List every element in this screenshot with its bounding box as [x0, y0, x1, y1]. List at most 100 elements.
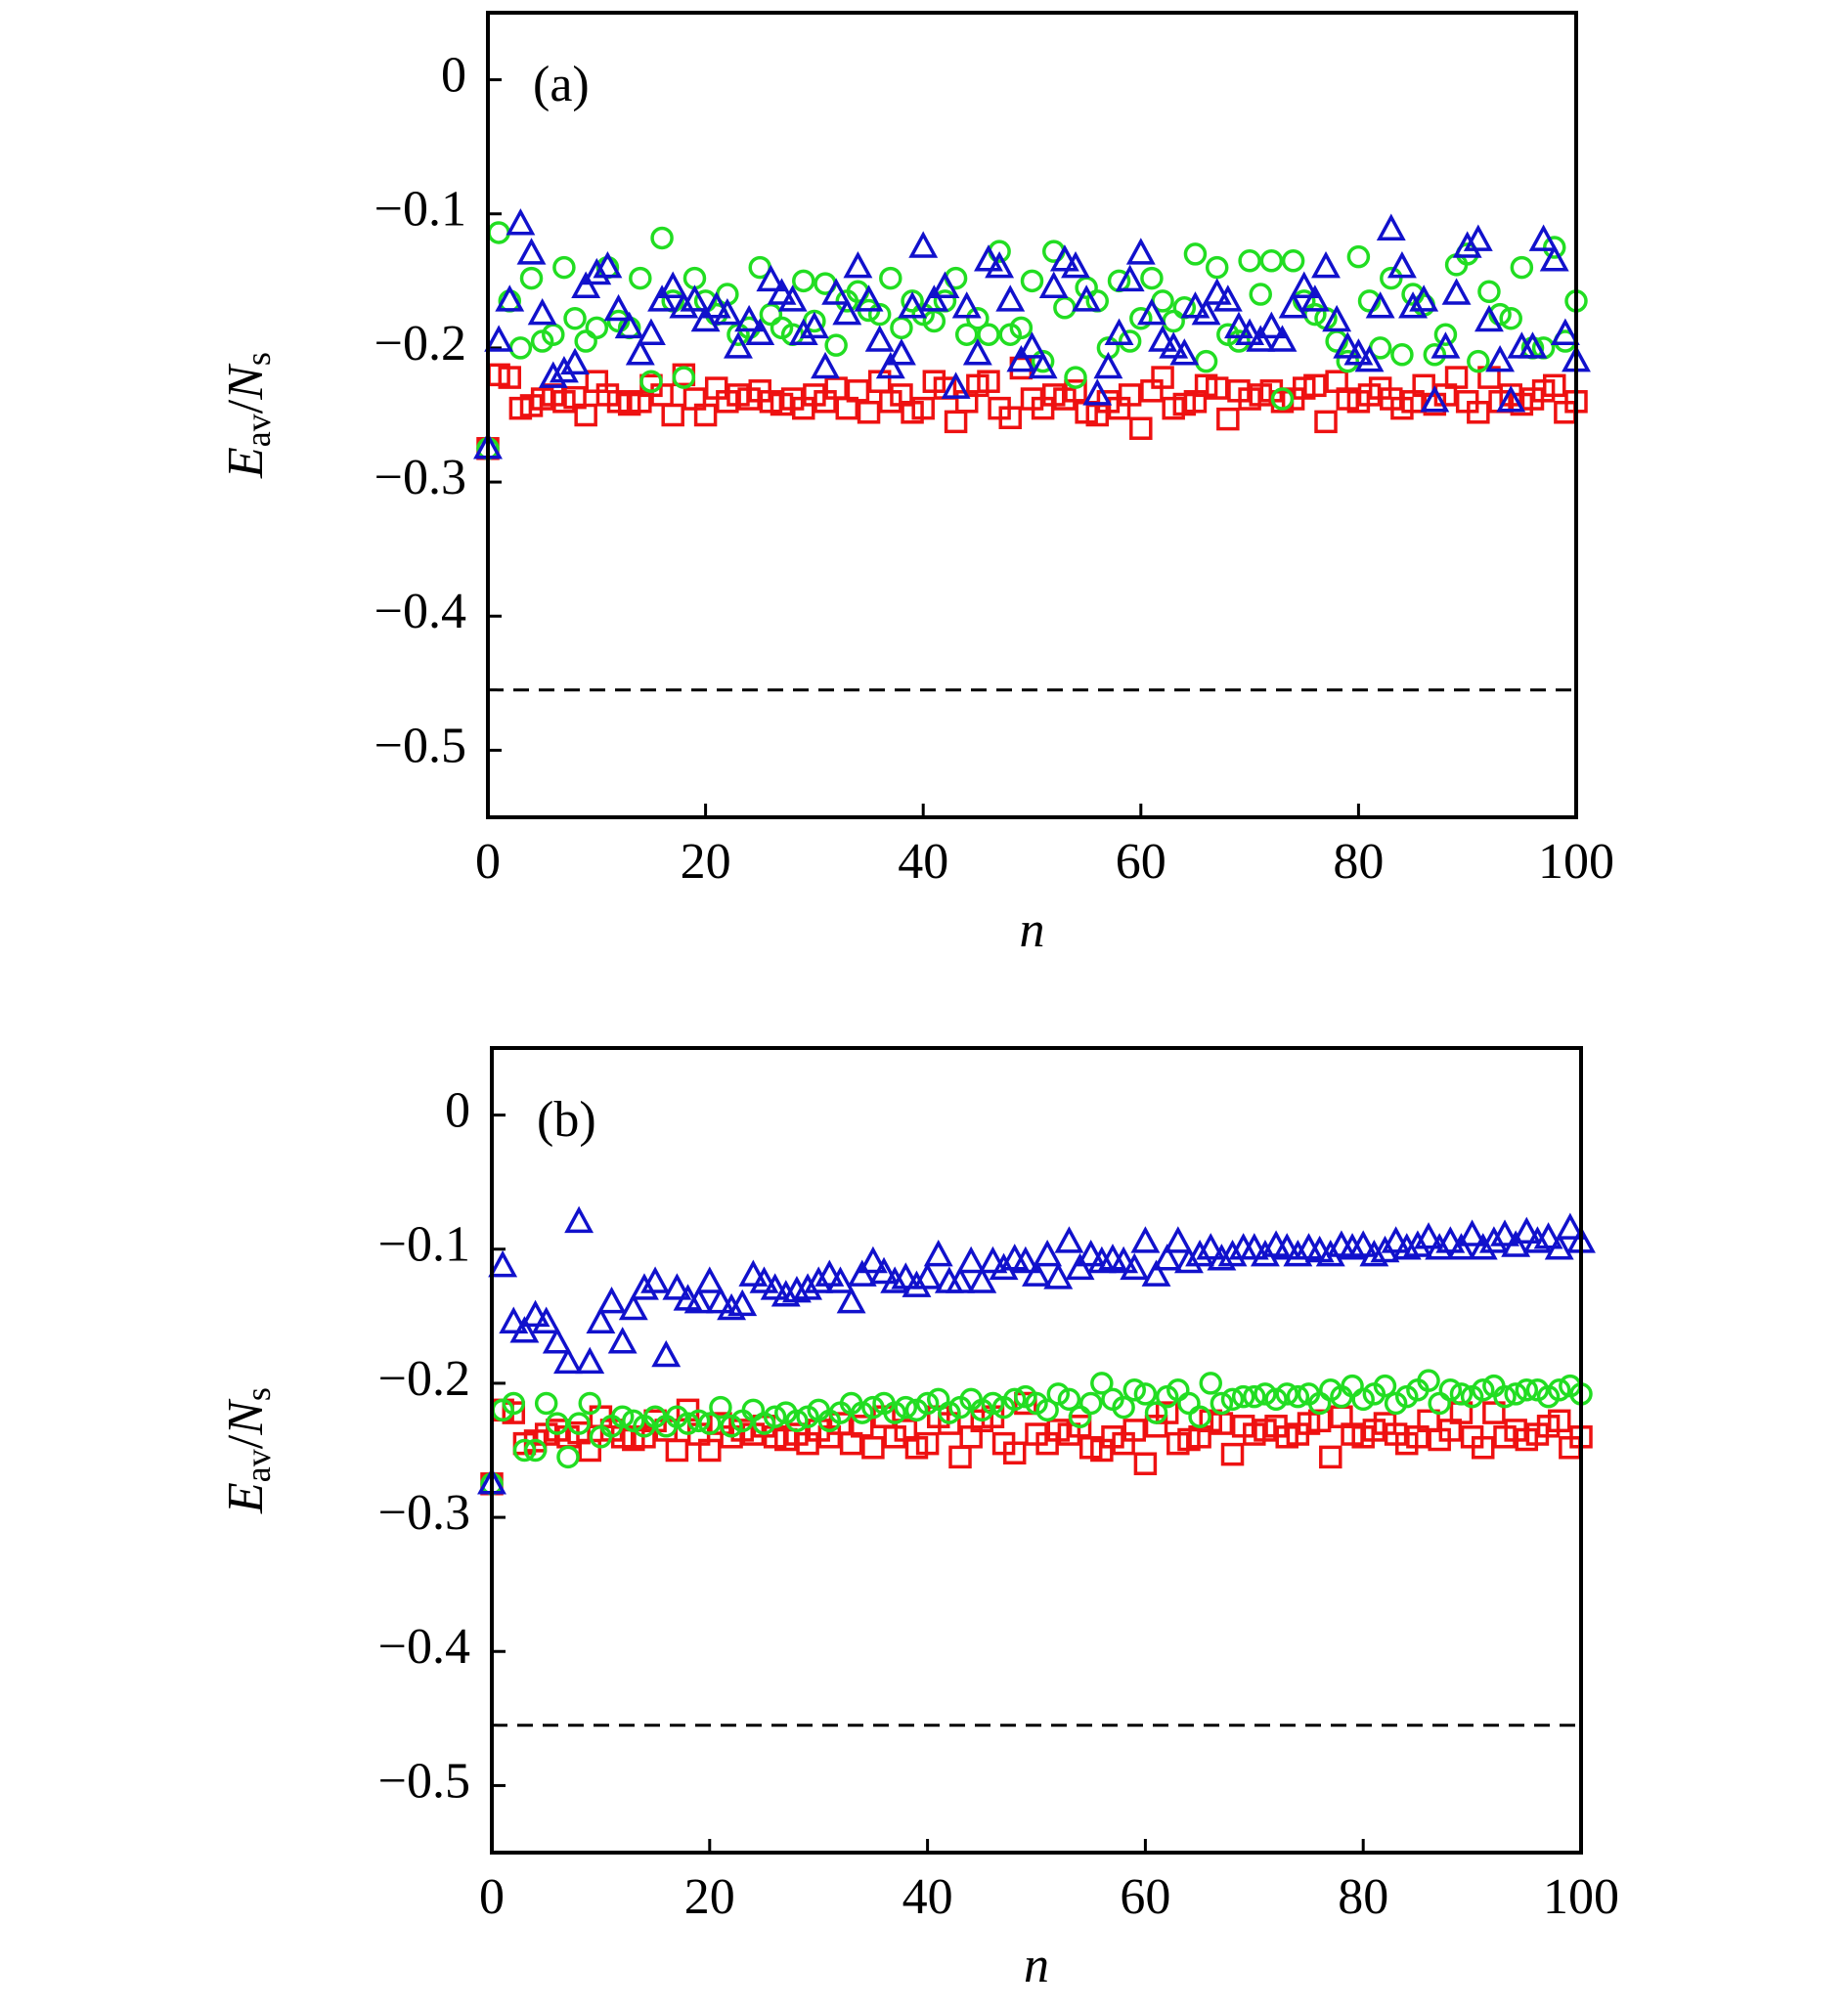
x-tick-label: 0 — [479, 1869, 505, 1925]
triangle-marker — [1076, 1239, 1106, 1267]
triangle-marker — [1365, 291, 1395, 319]
circle-marker — [1515, 1378, 1539, 1402]
triangle-marker — [825, 1266, 856, 1293]
triangle-marker — [832, 297, 862, 326]
circle-marker — [639, 370, 663, 393]
x-tick-label: 80 — [1338, 1869, 1388, 1925]
circle-marker — [1423, 343, 1447, 367]
square-marker — [1547, 1409, 1571, 1433]
circle-marker — [1129, 306, 1153, 330]
square-marker — [1444, 366, 1469, 389]
triangle-marker — [767, 278, 797, 305]
circle-marker — [1275, 1382, 1298, 1406]
triangle-marker — [908, 231, 939, 258]
triangle-marker — [1512, 1216, 1542, 1245]
triangle-marker — [1191, 297, 1221, 326]
triangle-marker — [499, 1306, 529, 1333]
triangle-marker — [630, 1273, 659, 1300]
triangle-marker — [974, 244, 1003, 272]
square-marker — [661, 403, 684, 427]
panel: 0 −0.1 −0.2 −0.3 −0.4 −0.5 0 20 40 60 80 100 (b) n Eav… — [218, 1046, 1619, 1993]
triangle-marker — [651, 1339, 682, 1368]
triangle-marker — [946, 1266, 975, 1293]
triangle-marker — [520, 1299, 550, 1328]
triangle-marker — [836, 1286, 866, 1314]
triangle-marker — [756, 264, 786, 292]
triangle-marker — [1474, 304, 1504, 332]
triangle-marker — [1072, 284, 1102, 312]
square-marker — [861, 1436, 885, 1460]
triangle-marker — [1028, 351, 1058, 379]
square-marker — [1471, 1436, 1495, 1460]
triangle-marker — [705, 1286, 735, 1314]
triangle-marker — [488, 1249, 518, 1278]
triangle-marker — [1333, 331, 1363, 359]
y-tick-label: −0.5 — [378, 1753, 470, 1809]
circle-marker — [1547, 1378, 1571, 1402]
y-axis-label-part: s — [239, 1387, 278, 1401]
square-marker — [1122, 1419, 1147, 1442]
circle-marker — [534, 1391, 558, 1416]
triangle-marker — [1152, 1244, 1182, 1271]
triangle-marker — [951, 291, 982, 319]
triangle-marker — [553, 1346, 583, 1375]
triangle-marker — [1518, 331, 1548, 359]
y-axis-label-part: / — [218, 399, 274, 414]
x-axis-label: n — [1020, 902, 1045, 958]
triangle-marker — [1033, 1239, 1063, 1267]
circle-marker — [567, 1412, 591, 1435]
x-tick-label: 0 — [475, 834, 501, 890]
triangle-marker — [745, 318, 775, 345]
circle-marker — [1433, 323, 1458, 346]
triangle-marker — [912, 1262, 943, 1289]
y-axis-label-part: s — [239, 352, 278, 366]
triangle-marker — [1441, 278, 1472, 305]
triangle-marker — [701, 291, 731, 319]
circle-marker — [1177, 1391, 1201, 1416]
circle-marker — [1542, 236, 1566, 259]
triangle-marker — [734, 304, 765, 332]
circle-marker — [556, 1445, 580, 1469]
triangle-marker — [930, 271, 960, 298]
triangle-marker — [1485, 344, 1516, 372]
circle-marker — [915, 1391, 940, 1416]
triangle-marker — [1359, 1239, 1389, 1267]
triangle-marker — [854, 284, 884, 312]
circle-marker — [1336, 349, 1360, 373]
triangle-marker — [1452, 231, 1482, 258]
square-marker — [1216, 407, 1240, 431]
triangle-marker — [724, 331, 753, 359]
circle-marker — [1380, 266, 1403, 290]
y-axis-label-part: N — [218, 363, 274, 401]
square-marker — [846, 379, 870, 403]
triangle-marker — [625, 338, 655, 366]
triangle-marker — [1109, 1245, 1139, 1274]
triangle-marker — [1522, 1226, 1553, 1253]
triangle-marker — [1022, 1259, 1051, 1287]
triangle-marker — [1376, 213, 1406, 240]
circle-marker — [1449, 1382, 1474, 1406]
plot-frame — [490, 1046, 1583, 1855]
y-axis-label-part: E — [218, 1482, 274, 1514]
triangle-marker — [985, 250, 1015, 279]
triangle-marker — [1343, 338, 1374, 366]
circle-marker — [563, 306, 587, 330]
square-marker — [693, 403, 718, 427]
circle-marker — [1493, 1384, 1517, 1409]
circle-marker — [1046, 1382, 1071, 1406]
y-tick-label: −0.4 — [374, 584, 466, 639]
circle-marker — [1183, 242, 1208, 266]
circle-marker — [1238, 249, 1261, 273]
triangle-marker — [506, 208, 536, 236]
triangle-marker — [593, 250, 623, 279]
square-marker — [1542, 373, 1566, 398]
triangle-marker — [1289, 271, 1319, 298]
triangle-marker — [575, 1346, 605, 1375]
triangle-marker — [1311, 250, 1341, 279]
x-tick-label: 100 — [1543, 1869, 1619, 1925]
triangle-marker — [1148, 325, 1178, 352]
x-tick-label: 20 — [684, 1869, 735, 1925]
y-axis-label: Eav/Ns — [218, 1387, 278, 1514]
triangle-marker — [1239, 1233, 1269, 1260]
triangle-marker — [516, 238, 547, 265]
